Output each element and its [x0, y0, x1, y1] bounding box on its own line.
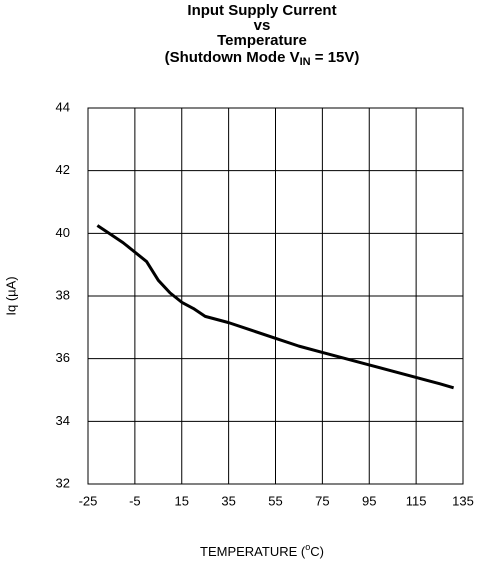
x-tick-label: 55 [268, 493, 282, 508]
x-tick-label: 35 [221, 493, 235, 508]
y-tick-label: 42 [56, 162, 70, 177]
chart-title: (Shutdown Mode VIN = 15V) [165, 49, 360, 68]
x-tick-label: 115 [406, 493, 427, 508]
chart-title: vs [254, 17, 271, 34]
x-tick-label: 95 [362, 493, 376, 508]
y-tick-label: 38 [56, 287, 70, 302]
x-axis-label: TEMPERATURE (oC) [200, 542, 324, 559]
x-tick-label: 15 [175, 493, 189, 508]
y-tick-label: 44 [56, 99, 70, 114]
chart-title: Input Supply Current [187, 2, 336, 19]
label-superscript: o [305, 542, 310, 552]
chart-title: Temperature [217, 32, 307, 49]
title-subscript: IN [300, 56, 311, 68]
y-axis-label: Iq (µA) [3, 276, 18, 315]
data-line [96, 224, 455, 390]
y-tick-label: 40 [56, 225, 70, 240]
title-part: (Shutdown Mode V [165, 49, 300, 66]
y-tick-label: 32 [56, 475, 70, 490]
title-part: = 15V) [311, 49, 360, 66]
label-part: TEMPERATURE ( [200, 544, 306, 559]
label-part: C) [310, 544, 324, 559]
y-tick-label: 36 [56, 350, 70, 365]
x-tick-label: 75 [315, 493, 329, 508]
x-tick-label: -5 [129, 493, 141, 508]
x-tick-label: -25 [79, 493, 98, 508]
y-tick-label: 34 [56, 413, 70, 428]
x-tick-label: 135 [452, 493, 474, 508]
